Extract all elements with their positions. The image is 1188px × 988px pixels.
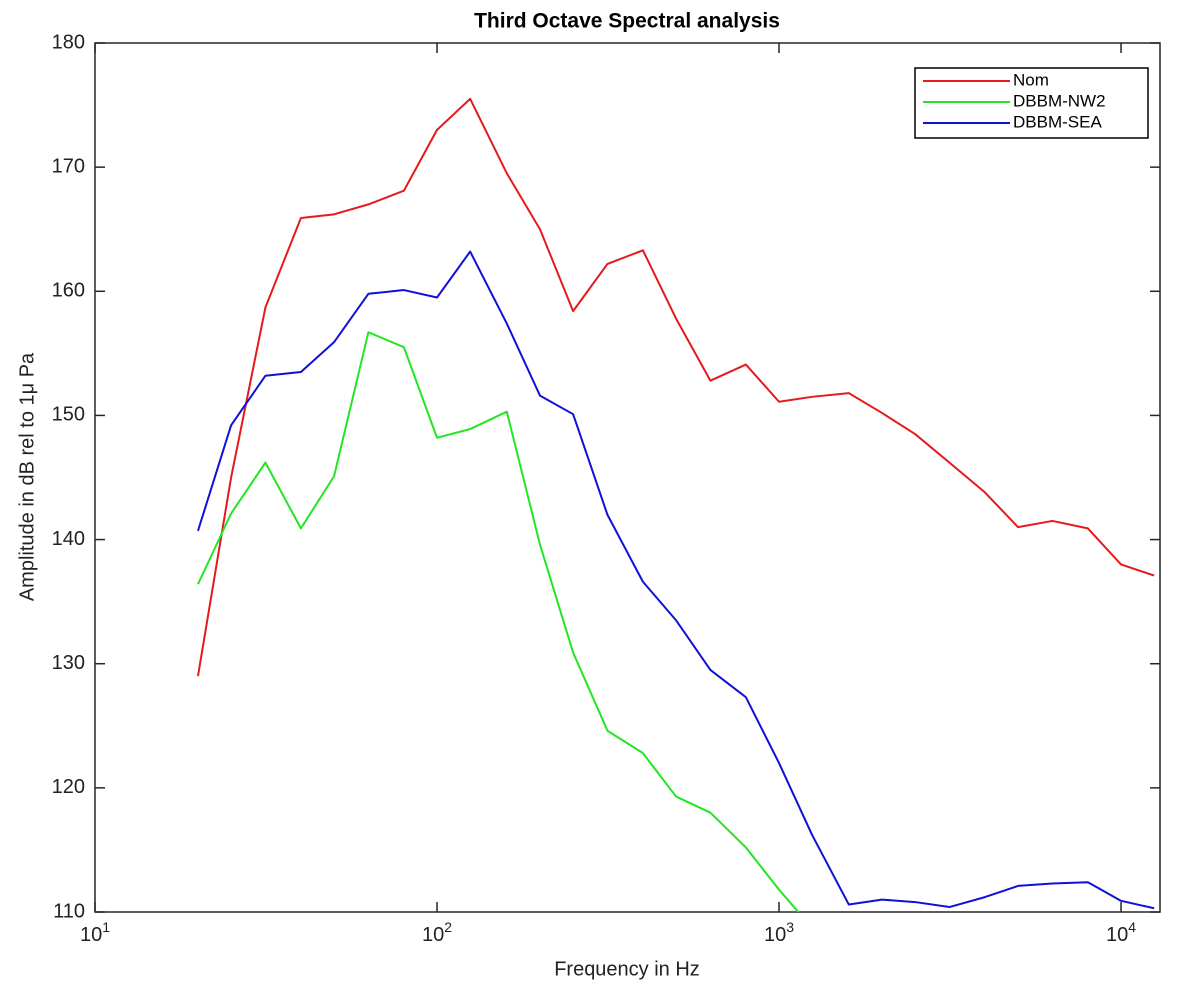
legend-label: DBBM-NW2 <box>1013 91 1106 110</box>
data-line <box>197 331 800 912</box>
x-tick-label: 103 <box>764 919 794 947</box>
x-tick-label: 102 <box>422 919 452 947</box>
y-tick-label: 120 <box>52 776 85 798</box>
data-line <box>196 97 1155 677</box>
chart-title: Third Octave Spectral analysis <box>474 10 780 33</box>
plot-lines <box>196 97 1155 912</box>
y-tick-label: 130 <box>52 652 85 674</box>
legend: Nom DBBM-NW2 DBBM-SEA <box>914 67 1149 139</box>
y-axis-label: Amplitude in dB rel to 1μ Pa <box>16 352 38 601</box>
y-tick-label: 170 <box>52 155 85 177</box>
x-tick-label: 104 <box>1106 919 1136 947</box>
x-axis-label: Frequency in Hz <box>554 958 700 980</box>
y-tick-label: 140 <box>52 528 85 550</box>
plot-frame <box>94 42 1161 913</box>
y-tick-label: 160 <box>52 280 85 302</box>
x-tick-label: 101 <box>80 919 110 947</box>
y-tick-label: 180 <box>52 31 85 53</box>
data-line <box>197 250 1155 910</box>
legend-label: Nom <box>1013 70 1049 89</box>
y-tick-label: 150 <box>52 404 85 426</box>
legend-label: DBBM-SEA <box>1013 112 1102 131</box>
y-tick-label: 110 <box>53 900 85 922</box>
